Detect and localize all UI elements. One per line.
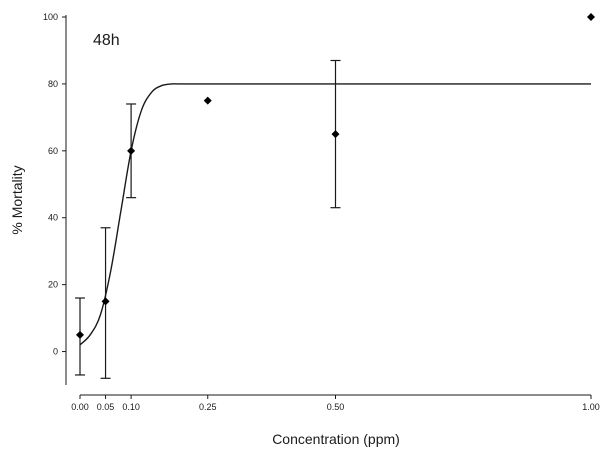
y-tick-label: 100 <box>43 12 58 22</box>
y-ticks: 0 20 40 60 80 100 <box>43 12 66 357</box>
error-bars <box>75 59 341 379</box>
time-annotation: 48h <box>93 32 120 49</box>
data-point <box>587 13 595 21</box>
x-ticks: 0.00 0.05 0.10 0.25 0.50 1.00 <box>71 395 600 412</box>
y-tick-label: 20 <box>48 280 58 290</box>
y-axis-title: % Mortality <box>9 165 25 234</box>
y-tick-label: 80 <box>48 79 58 89</box>
x-tick-label: 1.00 <box>582 402 600 412</box>
data-point <box>76 330 84 339</box>
axes <box>65 15 591 396</box>
x-tick-label: 0.05 <box>97 402 115 412</box>
x-tick-label: 0.25 <box>199 402 217 412</box>
x-tick-label: 0.50 <box>327 402 345 412</box>
data-point <box>101 297 110 306</box>
data-points <box>76 13 595 339</box>
y-tick-label: 40 <box>48 213 58 223</box>
x-tick-label: 0.00 <box>71 402 89 412</box>
x-tick-label: 0.10 <box>122 402 140 412</box>
y-tick-label: 0 <box>53 347 58 357</box>
y-tick-label: 60 <box>48 146 58 156</box>
data-point <box>127 146 136 155</box>
data-point <box>203 96 212 105</box>
data-point <box>331 130 340 139</box>
x-axis-title: Concentration (ppm) <box>272 431 400 447</box>
